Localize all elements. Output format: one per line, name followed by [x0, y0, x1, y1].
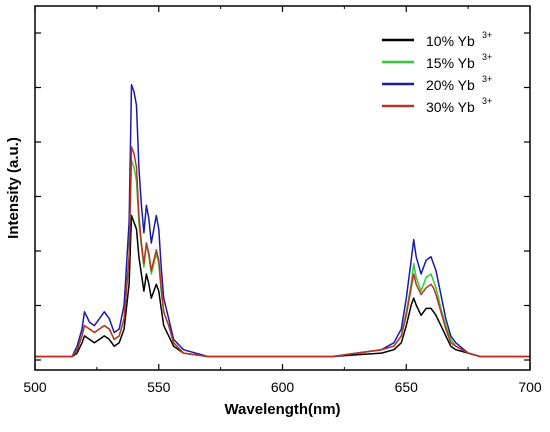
legend-item-4: 30% Yb 3+ — [382, 96, 492, 115]
legend-label-superscript: 3+ — [482, 52, 492, 62]
legend-label: 30% Yb — [426, 99, 475, 115]
legend-item-2: 15% Yb 3+ — [382, 52, 492, 71]
series-line-1 — [35, 214, 530, 358]
legend-label: 15% Yb — [426, 55, 475, 71]
series-line-3 — [35, 84, 530, 358]
legend-label-superscript: 3+ — [482, 96, 492, 106]
series-layer — [35, 84, 530, 358]
series-line-4 — [35, 145, 530, 358]
legend-label: 10% Yb — [426, 33, 475, 49]
ticks-layer: 500 550 600 650 700 — [23, 6, 542, 395]
legend-label: 20% Yb — [426, 77, 475, 93]
x-tick-label: 550 — [147, 379, 171, 395]
legend-label-superscript: 3+ — [482, 74, 492, 84]
x-tick-label: 500 — [23, 379, 47, 395]
x-axis-label: Wavelength(nm) — [224, 401, 340, 418]
x-tick-label: 600 — [271, 379, 295, 395]
legend: 10% Yb 3+ 15% Yb 3+ 20% Yb 3+ 30% Yb 3+ — [382, 30, 492, 115]
x-tick-label: 700 — [518, 379, 542, 395]
y-axis-label: Intensity (a.u.) — [5, 137, 22, 239]
legend-item-3: 20% Yb 3+ — [382, 74, 492, 93]
series-line-2 — [35, 159, 530, 358]
x-tick-label: 650 — [395, 379, 419, 395]
legend-item-1: 10% Yb 3+ — [382, 30, 492, 49]
legend-label-superscript: 3+ — [482, 30, 492, 40]
